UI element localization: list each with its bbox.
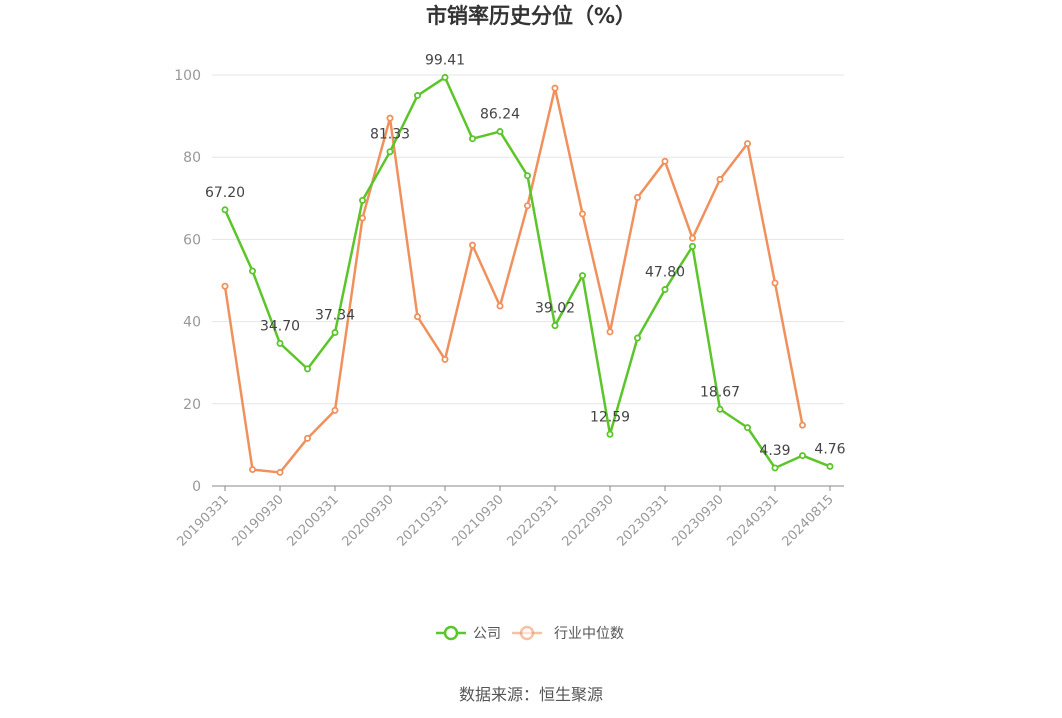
y-axis-tick-labels: 0 20 40 60 80 100	[174, 68, 201, 495]
company-data-point	[358, 196, 366, 204]
y-tick-label: 100	[174, 68, 201, 84]
industry-median-data-point	[661, 157, 669, 165]
data-label: 86.24	[480, 107, 520, 123]
industry-median-data-point	[689, 234, 697, 242]
x-tick-label: 20230930	[669, 492, 726, 549]
legend-label: 行业中位数	[554, 626, 624, 642]
company-data-point	[716, 405, 724, 413]
company-data-point	[331, 329, 339, 337]
company-data-point	[826, 462, 834, 470]
company-data-point	[689, 242, 697, 250]
legend-item-industry-median[interactable]: 行业中位数	[512, 625, 624, 642]
company-data-point	[386, 148, 394, 156]
company-data-point	[661, 286, 669, 294]
company-data-point	[579, 272, 587, 280]
company-data-point	[524, 172, 532, 180]
industry-median-data-point	[524, 202, 532, 210]
x-tick-label: 20240815	[779, 492, 836, 549]
industry-median-data-point	[744, 140, 752, 148]
company-data-point	[221, 206, 229, 214]
x-tick-label: 20190331	[174, 492, 231, 549]
x-tick-label: 20210930	[449, 492, 506, 549]
grid-lines	[212, 74, 844, 405]
industry-median-data-point	[386, 114, 394, 122]
data-label: 67.20	[205, 185, 245, 201]
industry-median-data-point	[358, 214, 366, 222]
industry-median-data-point	[248, 466, 256, 474]
industry-median-data-point	[716, 175, 724, 183]
legend-item-company[interactable]: 公司	[436, 625, 501, 642]
industry-median-data-point	[468, 241, 476, 249]
company-data-point	[276, 339, 284, 347]
company-series-line	[223, 76, 831, 470]
industry-median-data-point	[799, 421, 807, 429]
data-label: 4.39	[759, 443, 790, 459]
industry-median-data-point	[221, 282, 229, 290]
data-label: 12.59	[590, 409, 630, 425]
data-label: 81.33	[370, 127, 410, 143]
y-tick-label: 40	[183, 315, 201, 331]
industry-median-data-point	[634, 193, 642, 201]
company-data-point	[744, 424, 752, 432]
industry-median-data-point	[331, 406, 339, 414]
legend-marker	[443, 625, 459, 641]
data-label: 47.80	[645, 265, 685, 281]
company-data-point	[413, 92, 421, 100]
y-tick-label: 80	[183, 150, 201, 166]
data-label: 34.70	[260, 318, 300, 334]
x-tick-label: 20220331	[504, 492, 561, 549]
chart-title: 市销率历史分位（%）	[426, 4, 636, 28]
company-data-point	[468, 135, 476, 143]
y-tick-label: 60	[183, 232, 201, 248]
industry-median-data-point	[771, 279, 779, 287]
series-lines	[221, 73, 834, 476]
company-data-point	[303, 365, 311, 373]
company-data-point	[771, 464, 779, 472]
x-tick-label: 20200331	[284, 492, 341, 549]
x-tick-label: 20220930	[559, 492, 616, 549]
company-data-point	[248, 267, 256, 275]
data-label: 39.02	[535, 301, 575, 317]
legend: 公司 行业中位数	[436, 625, 624, 642]
company-data-point	[606, 430, 614, 438]
data-label: 99.41	[425, 52, 465, 68]
y-tick-label: 0	[192, 479, 201, 495]
company-data-point	[634, 334, 642, 342]
company-data-point	[551, 322, 559, 330]
data-label: 18.67	[700, 384, 740, 400]
data-label: 4.76	[814, 441, 845, 457]
industry-median-data-point	[606, 328, 614, 336]
legend-label: 公司	[473, 626, 501, 642]
x-tick-label: 20230331	[614, 492, 671, 549]
x-tick-label: 20210331	[394, 492, 451, 549]
data-labels: 67.20 34.70 37.34 81.33 99.41 86.24 39.02 12.59…	[205, 52, 846, 459]
legend-marker	[519, 625, 535, 641]
industry-median-data-point	[276, 468, 284, 476]
x-tick-label: 20200930	[339, 492, 396, 549]
x-tick-label: 20240331	[724, 492, 781, 549]
company-data-point	[496, 128, 504, 136]
x-tick-label: 20190930	[229, 492, 286, 549]
data-label: 37.34	[315, 308, 355, 324]
industry-median-series-line	[223, 86, 804, 474]
industry-median-data-point	[413, 313, 421, 321]
source-note: 数据来源：恒生聚源	[459, 685, 603, 704]
company-data-point	[441, 73, 449, 81]
industry-median-data-point	[303, 434, 311, 442]
company-data-point	[799, 452, 807, 460]
y-tick-label: 20	[183, 397, 201, 413]
x-axis-ticks: 2019033120190930202003312020093020210331…	[174, 486, 837, 550]
industry-median-data-point	[579, 210, 587, 218]
industry-median-data-point	[496, 302, 504, 310]
industry-median-data-point	[551, 84, 559, 92]
industry-median-data-point	[441, 355, 449, 363]
